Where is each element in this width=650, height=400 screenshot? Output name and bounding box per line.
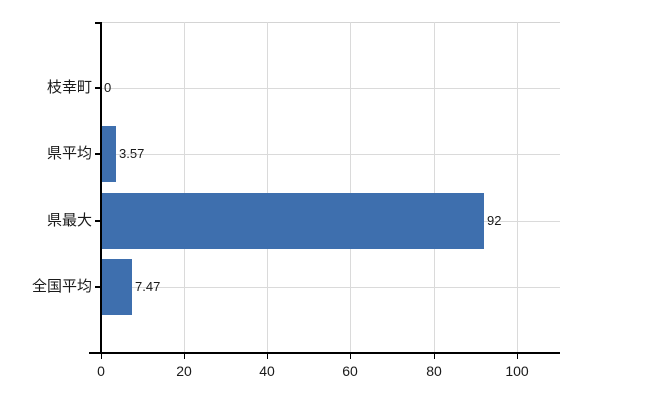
y-axis-tick [95,220,101,222]
x-axis-tick [267,354,268,359]
gridline-vertical [434,22,435,353]
category-label: 全国平均 [31,278,92,295]
gridline-horizontal [101,154,560,155]
y-axis-end-tick [95,22,101,24]
x-axis-tick-label: 100 [505,363,529,379]
x-axis-tick-label: 80 [426,363,442,379]
x-axis-tick [350,354,351,359]
y-axis-line [100,22,102,353]
plot-top-border [101,22,560,23]
gridline-vertical [184,22,185,353]
gridline-vertical [350,22,351,353]
x-axis-tick [517,354,518,359]
bar [101,193,484,249]
bar-value-label: 0 [104,80,112,95]
category-label: 県平均 [46,145,92,162]
x-axis-tick-label: 0 [97,363,105,379]
bar-value-label: 3.57 [119,146,145,161]
gridline-vertical [517,22,518,353]
gridline-horizontal [101,287,560,288]
y-axis-tick [95,153,101,155]
bar [101,126,116,182]
bar-value-label: 92 [487,213,502,228]
plot-area: 0 3.57 92 7.47 [101,22,560,353]
x-axis-tick-label: 60 [342,363,358,379]
x-axis-tick-label: 40 [259,363,275,379]
category-label: 枝幸町 [46,79,92,96]
y-axis-tick [95,87,101,89]
x-axis-tick [184,354,185,359]
bar-value-label: 7.47 [135,279,161,294]
gridline-vertical [267,22,268,353]
bar [101,259,132,315]
x-axis-tick-label: 20 [176,363,192,379]
x-axis-tick [101,354,102,359]
x-axis-line [89,352,560,354]
y-axis-tick [95,286,101,288]
gridline-horizontal [101,88,560,89]
category-label: 県最大 [46,212,92,229]
x-axis-tick [434,354,435,359]
